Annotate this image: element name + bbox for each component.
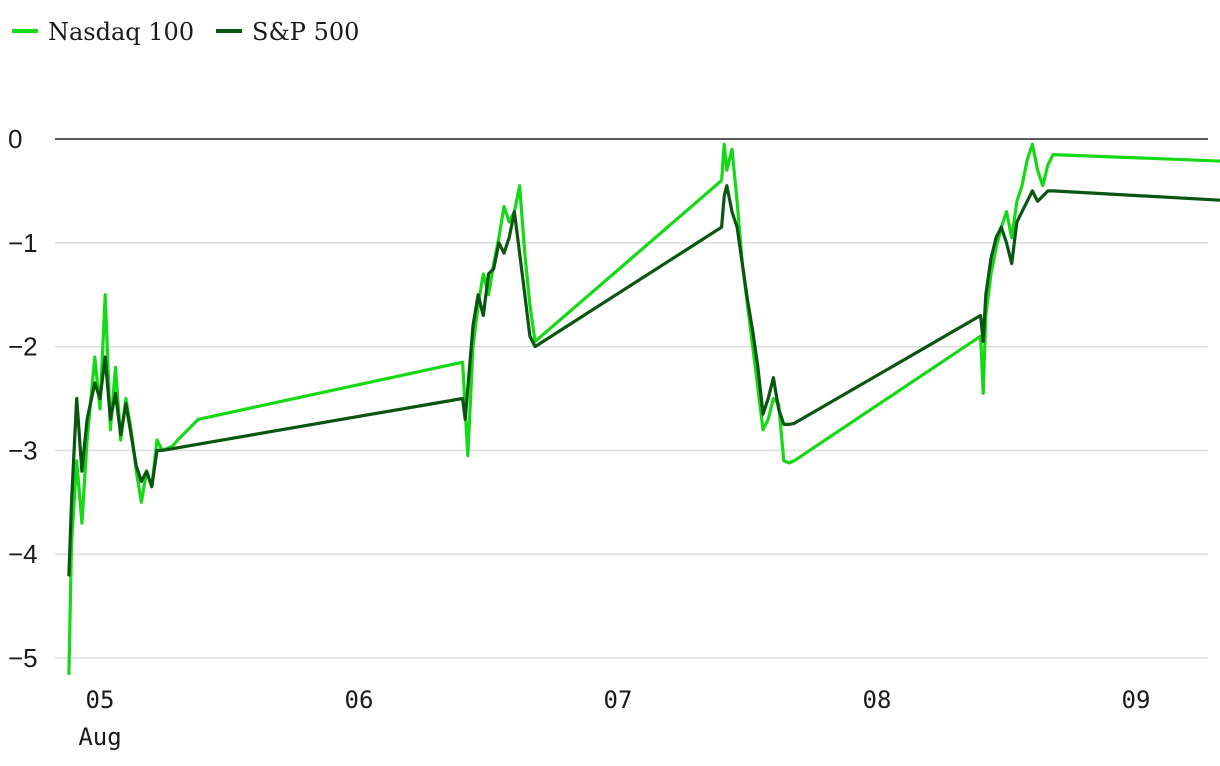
legend: Nasdaq 100 S&P 500 — [12, 18, 359, 46]
y-tick-label: −4 — [8, 539, 38, 569]
gridlines — [55, 138, 1208, 659]
x-axis-ticks: 05 06 07 08 09 — [86, 686, 1151, 714]
series-line-sp500 — [67, 184, 1220, 577]
x-tick-label: 05 — [86, 686, 115, 714]
y-tick-label: −1 — [8, 228, 38, 258]
y-tick-label: 0 — [8, 124, 22, 154]
legend-label-nasdaq: Nasdaq 100 — [48, 18, 194, 46]
x-axis-month-label: Aug — [78, 723, 121, 751]
series-lines — [67, 142, 1220, 676]
x-tick-label: 08 — [863, 686, 892, 714]
x-tick-label: 06 — [345, 686, 374, 714]
y-tick-label: −5 — [8, 643, 38, 673]
y-tick-label: −3 — [8, 435, 38, 465]
x-tick-label: 09 — [1122, 686, 1151, 714]
y-tick-label: −2 — [8, 332, 38, 362]
series-line-nasdaq — [67, 142, 1220, 676]
legend-label-sp500: S&P 500 — [252, 18, 359, 46]
x-tick-label: 07 — [604, 686, 633, 714]
y-axis-ticks: 0 −1 −2 −3 −4 −5 — [8, 124, 38, 673]
